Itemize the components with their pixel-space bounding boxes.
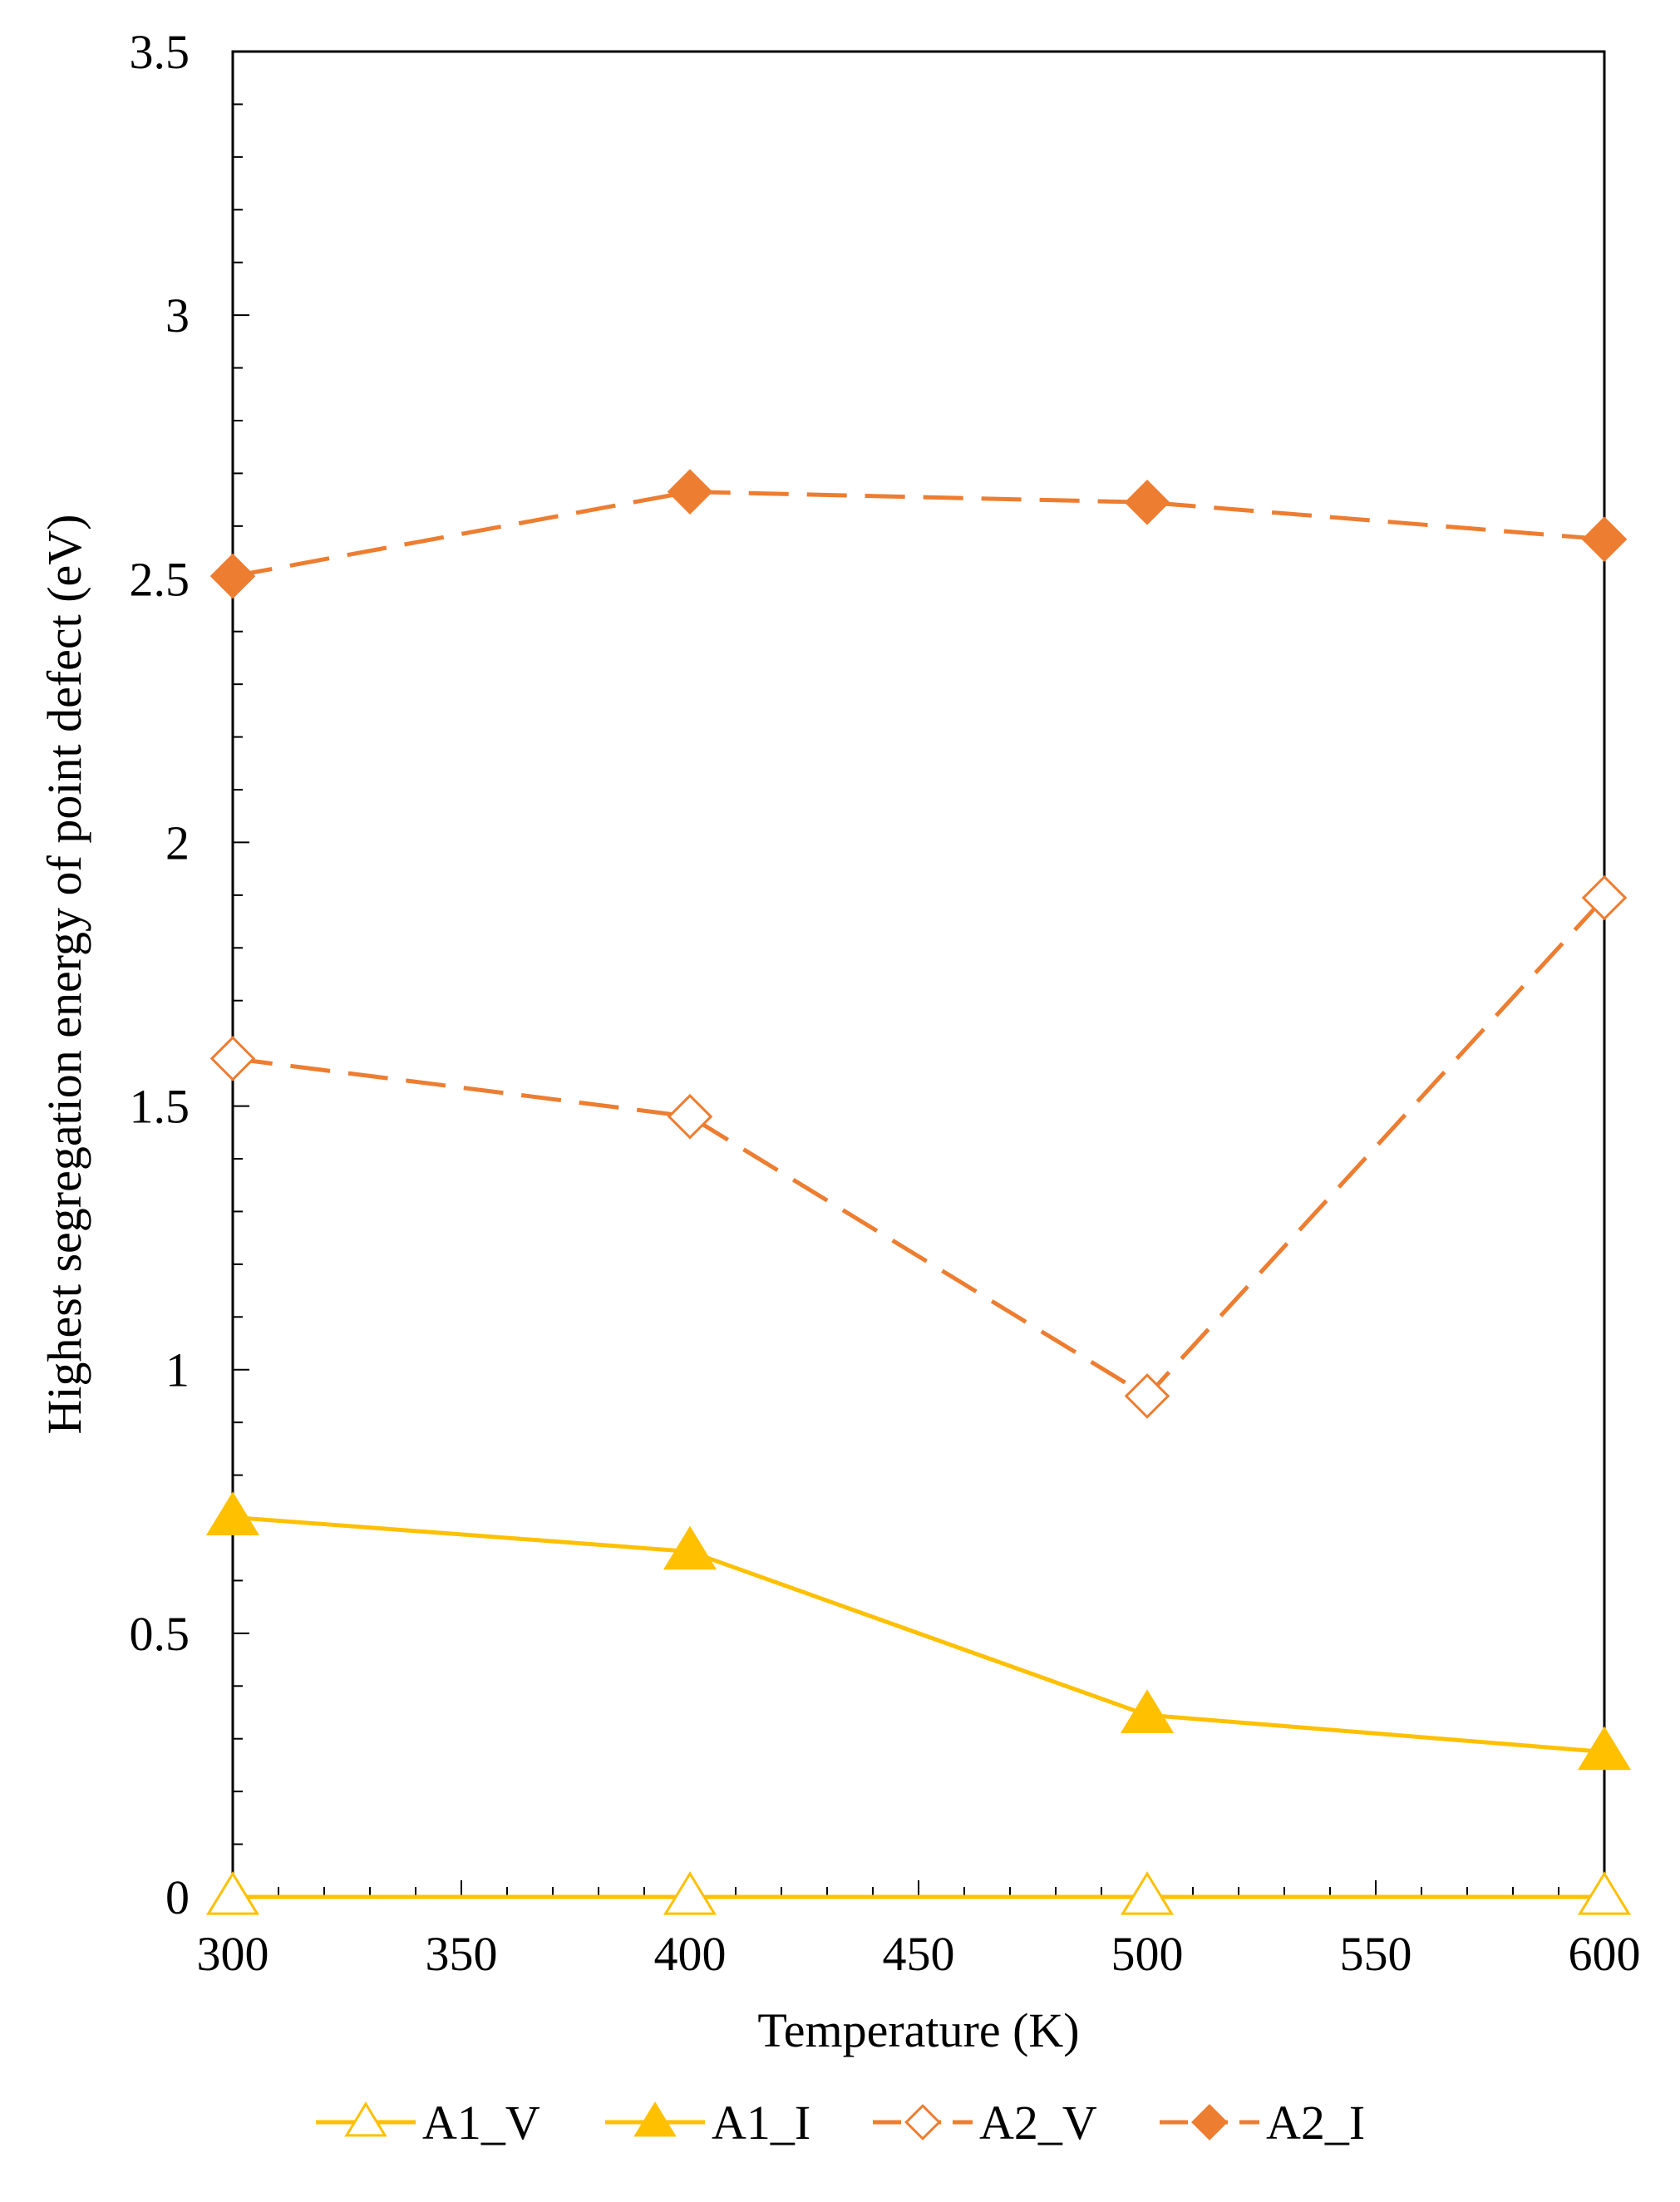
data-point-marker [344,2101,387,2137]
series-line [232,490,1605,579]
data-point-marker [1581,874,1628,921]
x-tick-label: 550 [1340,1927,1412,1981]
legend-item: A2_I [1160,2096,1365,2150]
data-point-marker [667,469,713,515]
x-tick-label: 600 [1569,1927,1641,1981]
series-line [232,1515,1605,1755]
y-tick-labels: 0 0.5 1 1.5 2 2.5 3 3.5 [130,25,190,1924]
series-a1-i [205,1491,1632,1771]
data-point-marker [1581,516,1628,563]
data-point-marker [633,2101,677,2137]
data-point-marker [663,1871,717,1915]
x-tick-label: 300 [197,1927,269,1981]
x-tick-label: 500 [1111,1927,1184,1981]
x-axis-label: Temperature (K) [757,2003,1079,2057]
legend-item: A1_V [316,2096,540,2150]
data-point-marker [1120,1689,1175,1733]
series-layer [205,469,1632,1915]
x-tick-label: 350 [426,1927,498,1981]
legend: A1_V A1_I A2_V A2_I [316,2096,1365,2150]
y-minor-ticks [233,51,249,1898]
legend-label: A2_V [979,2096,1097,2150]
data-point-marker [205,1871,260,1915]
y-tick-label: 3.5 [130,25,190,79]
x-tick-label: 450 [883,1927,955,1981]
y-tick-label: 0.5 [130,1607,190,1661]
y-tick-label: 2 [165,815,190,869]
y-tick-label: 1.5 [130,1080,190,1134]
data-point-marker [1120,1871,1175,1915]
legend-item: A1_I [605,2096,810,2150]
data-point-marker [904,2104,941,2140]
x-minor-ticks [232,1880,1605,1897]
series-a1-v [205,1871,1632,1915]
data-point-marker [1124,1373,1170,1419]
data-point-marker [209,1036,256,1081]
data-point-marker [1577,1871,1632,1915]
plot-frame [231,50,1606,1899]
legend-item: A2_V [873,2096,1097,2150]
data-point-marker [663,1525,717,1570]
data-point-marker [667,1093,713,1140]
data-point-marker [1577,1726,1632,1771]
series-a2-i [209,469,1628,599]
legend-label: A2_I [1266,2096,1365,2150]
y-axis-label: Highest segregation energy of point defe… [37,515,91,1435]
y-tick-label: 2.5 [130,552,190,606]
plot-area: 300 350 400 450 500 550 600 0 0.5 1 1.5 2 2.5 3 3.5 [130,25,1641,1981]
x-tick-labels: 300 350 400 450 500 550 600 [197,1927,1641,1981]
data-point-marker [205,1491,260,1535]
y-tick-label: 0 [165,1870,190,1924]
legend-label: A1_V [422,2096,540,2150]
legend-label: A1_I [712,2096,810,2150]
data-point-marker [1124,479,1170,525]
x-tick-label: 400 [654,1927,727,1981]
series-line [232,896,1606,1399]
series-a2-v [209,874,1628,1419]
data-point-marker [1191,2104,1228,2140]
y-tick-label: 3 [165,288,190,342]
y-tick-label: 1 [165,1343,190,1397]
data-point-marker [209,553,256,599]
